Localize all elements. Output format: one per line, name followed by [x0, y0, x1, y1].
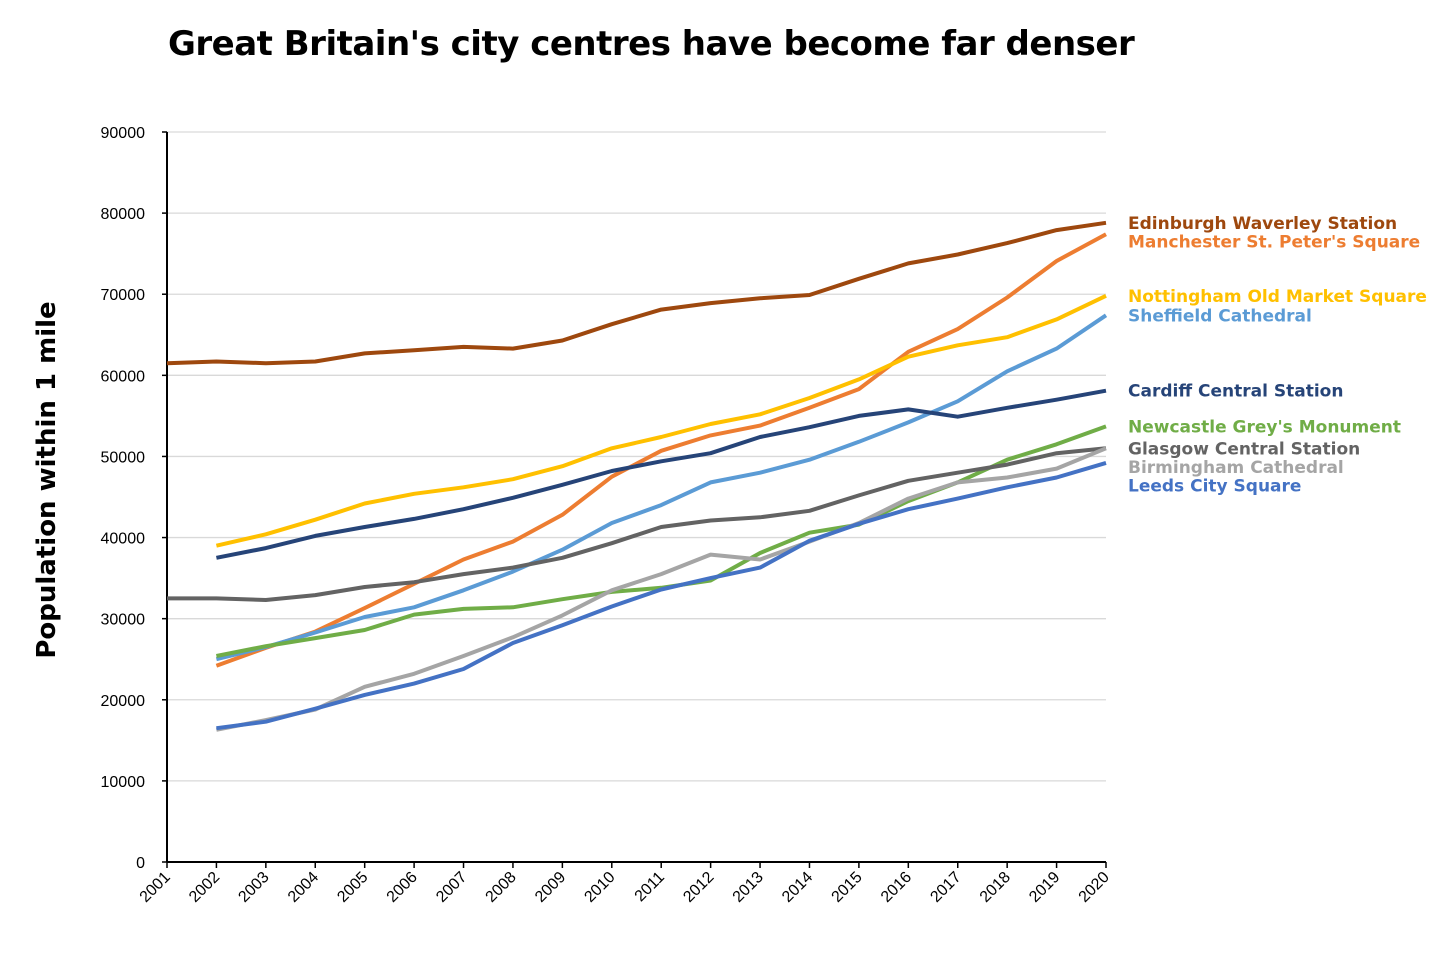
series-line-birmingham-cathedral — [216, 446, 1107, 732]
y-tick-label: 70000 — [101, 287, 146, 304]
x-tick-label: 2018 — [977, 869, 1014, 906]
legend-label: Manchester St. Peter's Square — [1128, 232, 1420, 252]
series-line-edinburgh-waverley-station — [166, 220, 1107, 366]
x-tick-label: 2001 — [137, 869, 174, 906]
legend-label: Cardiff Central Station — [1128, 382, 1343, 402]
x-tick-label: 2011 — [632, 869, 668, 905]
legend-label: Sheffield Cathedral — [1128, 306, 1312, 326]
x-tick-label: 2016 — [878, 869, 915, 906]
y-tick-label: 0 — [136, 855, 145, 872]
y-tick-label: 40000 — [101, 531, 146, 548]
y-tick-label: 20000 — [101, 693, 146, 710]
legend-label: Birmingham Cathedral — [1128, 458, 1344, 478]
y-tick-label: 90000 — [101, 125, 146, 142]
series-line-cardiff-central-station — [216, 388, 1107, 560]
series-line-glasgow-central-station — [167, 446, 1107, 602]
x-tick-label: 2014 — [779, 869, 816, 906]
axes — [166, 132, 1106, 863]
x-tick-label: 2012 — [680, 869, 717, 906]
legend-label: Glasgow Central Station — [1128, 439, 1360, 459]
x-tick-label: 2006 — [384, 869, 421, 906]
x-tick-label: 2019 — [1026, 869, 1063, 906]
series-line-nottingham-old-market-square — [215, 293, 1107, 548]
y-tick-labels: 0 10000 20000 30000 40000 50000 60000 70000 8000… — [101, 125, 167, 872]
legend-label: Newcastle Grey's Monument — [1128, 417, 1401, 437]
x-tick-label: 2007 — [433, 869, 470, 906]
x-tick-labels: 2001 2002 2003 2004 2005 2006 2007 2008 2009 2010… — [137, 862, 1113, 906]
y-tick-label: 60000 — [101, 368, 146, 385]
series-lines — [166, 220, 1108, 732]
series-line-sheffield-cathedral — [215, 313, 1108, 662]
x-tick-label: 2010 — [581, 869, 618, 906]
series-line-manchester-st-peter-s-square — [215, 232, 1107, 668]
chart-title: Great Britain's city centres have become… — [168, 24, 1135, 64]
x-tick-label: 2015 — [829, 869, 866, 906]
x-tick-label: 2003 — [235, 869, 272, 906]
legend-label: Edinburgh Waverley Station — [1128, 214, 1397, 234]
y-tick-label: 50000 — [101, 449, 146, 466]
gridlines — [167, 131, 1106, 782]
x-tick-label: 2005 — [334, 869, 371, 906]
y-tick-label: 10000 — [101, 774, 146, 791]
x-tick-label: 2002 — [186, 869, 223, 906]
x-tick-label: 2008 — [483, 869, 520, 906]
x-tick-label: 2020 — [1076, 869, 1113, 906]
y-tick-label: 80000 — [101, 206, 146, 223]
x-tick-label: 2013 — [730, 869, 767, 906]
x-tick-label: 2017 — [927, 869, 964, 906]
y-tick-label: 30000 — [101, 612, 146, 629]
y-axis-label: Population within 1 mile — [32, 301, 62, 658]
x-tick-label: 2004 — [285, 869, 322, 906]
legend-label: Leeds City Square — [1128, 476, 1301, 496]
series-line-leeds-city-square — [216, 460, 1107, 731]
legend-label: Nottingham Old Market Square — [1128, 287, 1427, 307]
x-tick-label: 2009 — [532, 869, 569, 906]
